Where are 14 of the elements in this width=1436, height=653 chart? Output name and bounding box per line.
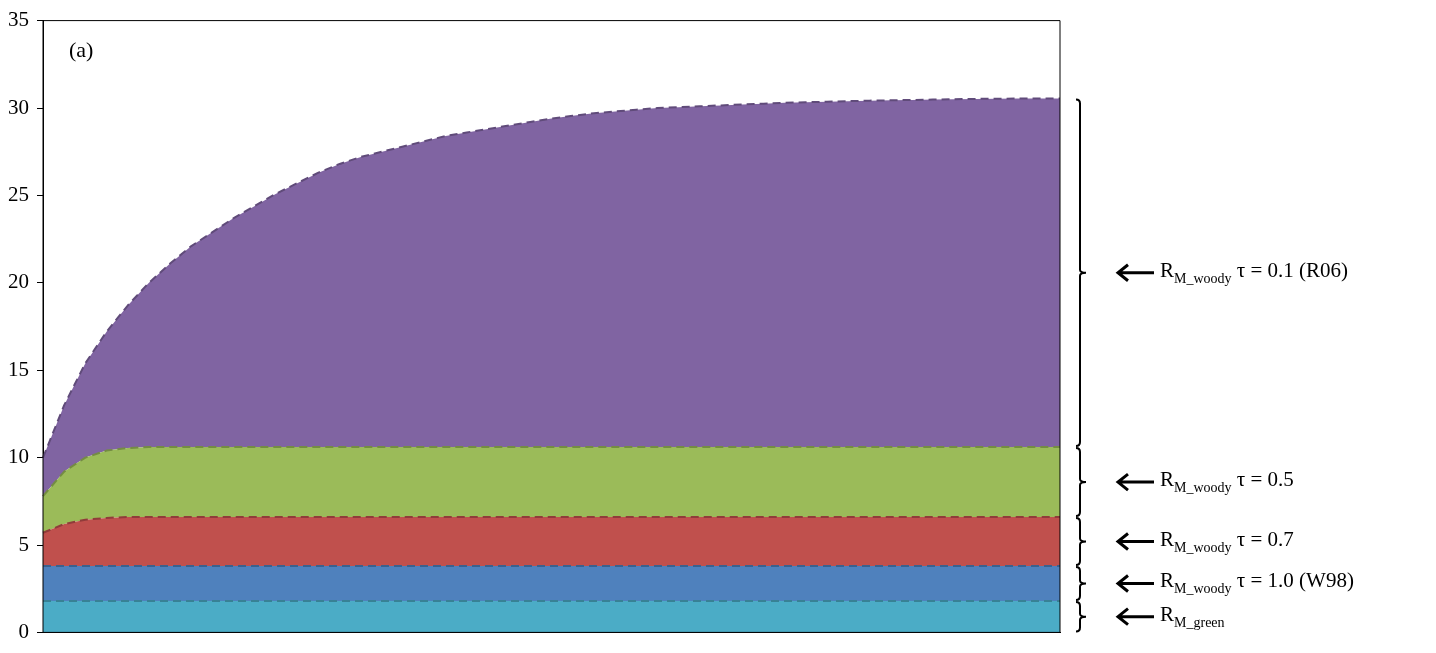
y-tick-label: 30 bbox=[8, 94, 29, 119]
text: R$_{M_woody}$ τ = 0.1 (R06) bbox=[1160, 258, 1349, 286]
text: R$_{M_green}$ bbox=[1160, 602, 1225, 630]
text: R$_{M_woody}$ τ = 0.7 bbox=[1160, 526, 1294, 555]
annotation: (a) bbox=[69, 36, 94, 63]
y-tick-label: 15 bbox=[8, 356, 29, 381]
y-tick-label: 0 bbox=[18, 618, 29, 643]
y-tick-label: 10 bbox=[8, 444, 29, 469]
y-tick-label: 20 bbox=[8, 269, 29, 294]
y-tick-label: 25 bbox=[8, 181, 29, 206]
text: R$_{M_woody}$ τ = 0.5 bbox=[1160, 467, 1294, 495]
text: R$_{M_woody}$ τ = 1.0 (W98) bbox=[1160, 568, 1354, 597]
y-tick-label: 35 bbox=[8, 7, 29, 32]
y-tick-label: 5 bbox=[18, 531, 29, 556]
